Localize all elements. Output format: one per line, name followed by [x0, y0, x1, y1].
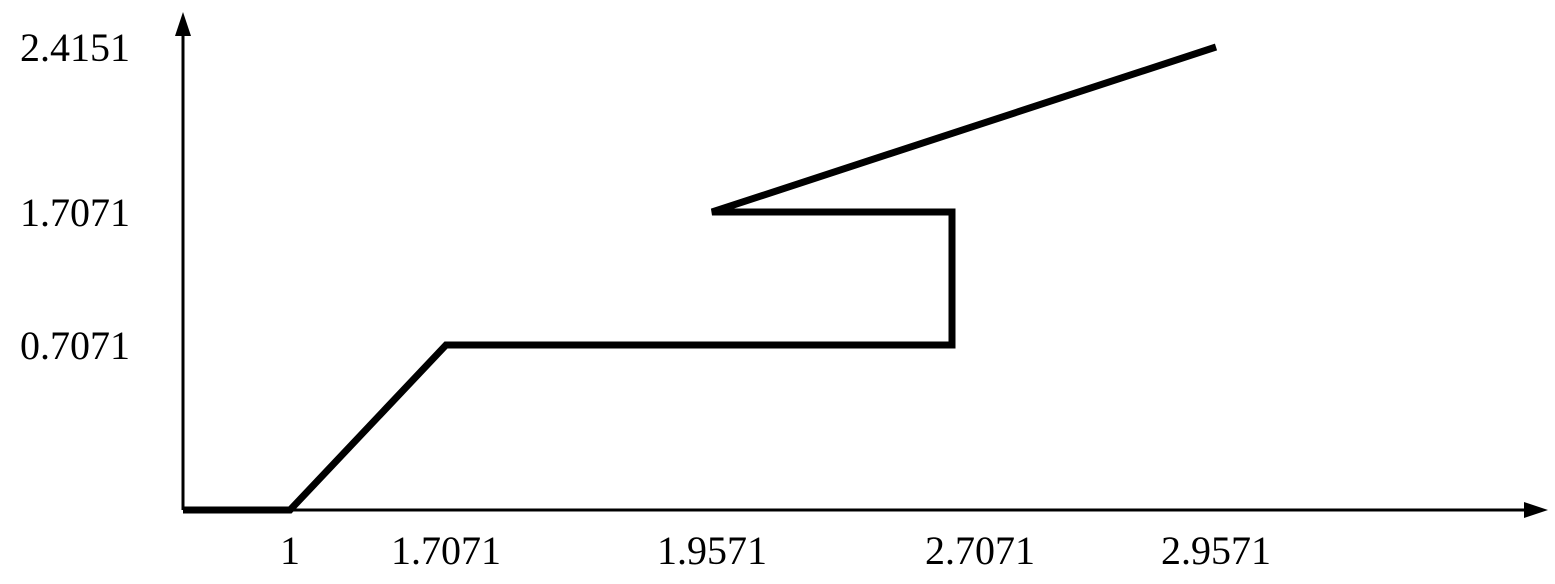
- x-axis-arrowhead: [1524, 502, 1548, 518]
- series-line: [183, 43, 1218, 514]
- axes: [175, 12, 1548, 518]
- x-tick-labels: 1 1.7071 1.9571 2.7071 2.9571: [280, 528, 1271, 573]
- series-group: [182, 43, 1218, 514]
- x-tick-label: 1.9571: [657, 528, 767, 573]
- y-tick-labels: 0.7071 1.7071 2.4151: [20, 25, 130, 368]
- y-tick-label: 2.4151: [20, 25, 130, 70]
- x-tick-label: 2.7071: [925, 528, 1035, 573]
- y-tick-label: 1.7071: [20, 190, 130, 235]
- y-axis-arrowhead: [175, 12, 191, 36]
- x-tick-label: 2.9571: [1161, 528, 1271, 573]
- x-tick-label: 1.7071: [391, 528, 501, 573]
- y-tick-label: 0.7071: [20, 323, 130, 368]
- x-tick-label: 1: [280, 528, 300, 573]
